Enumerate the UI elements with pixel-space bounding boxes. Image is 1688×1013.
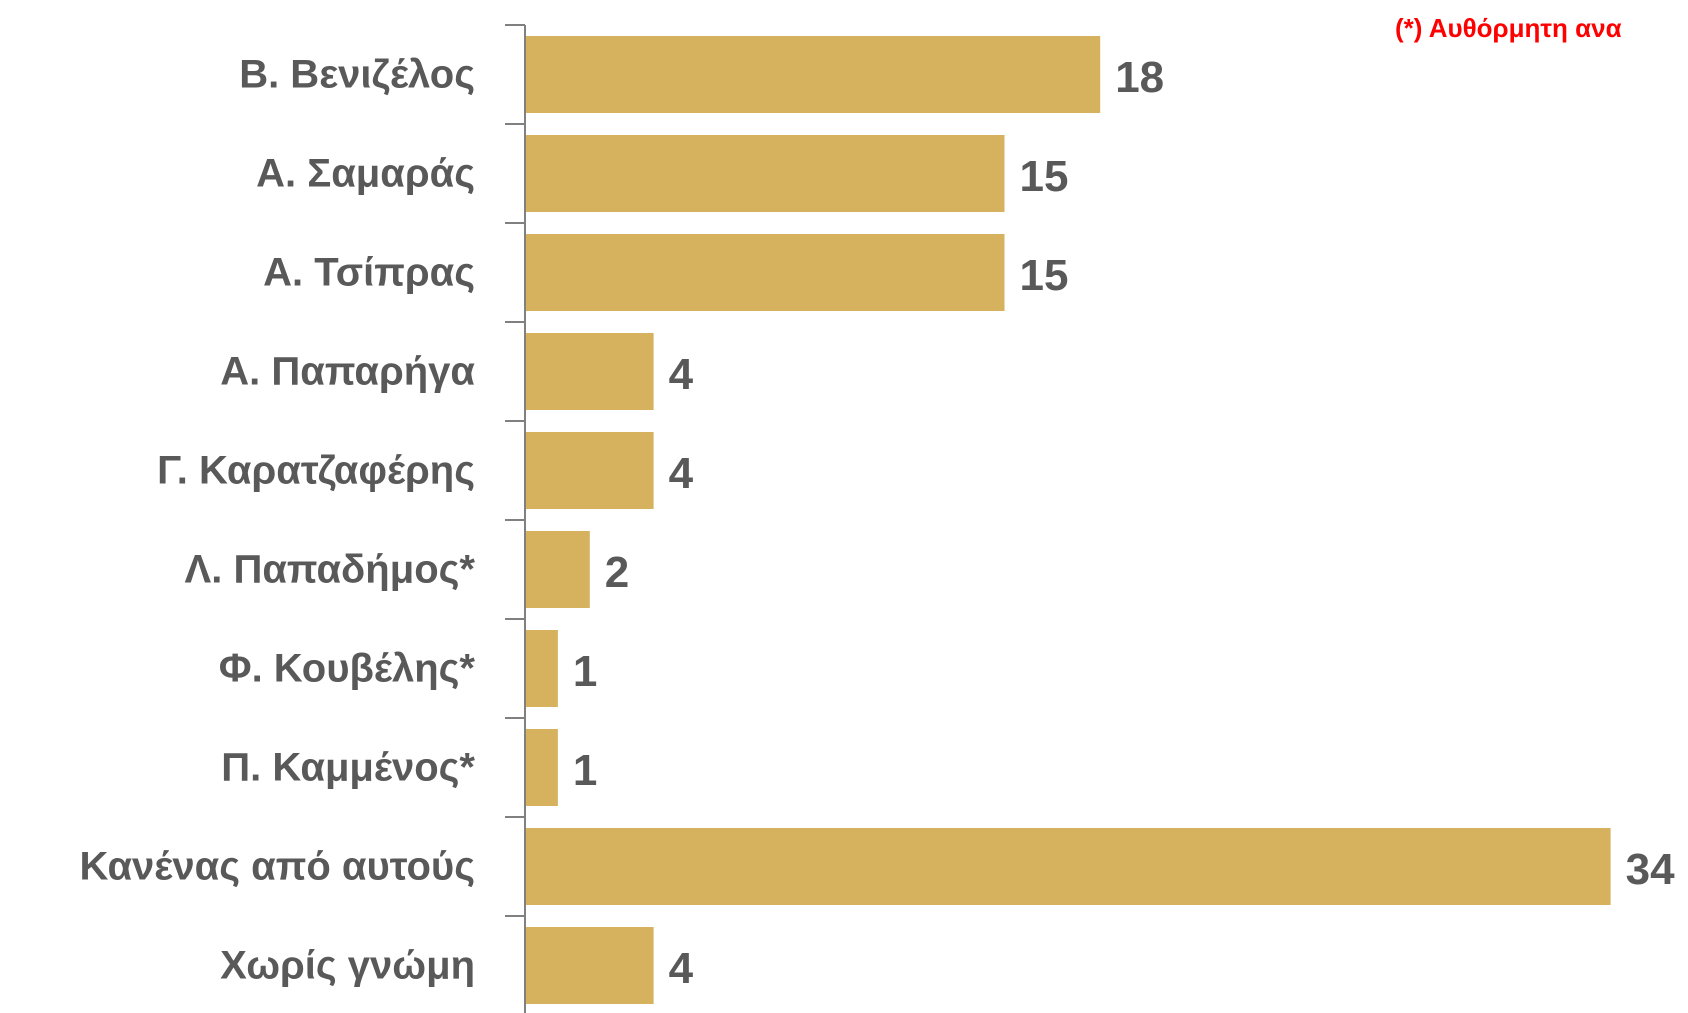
category-label: Α. Τσίπρας <box>263 251 475 295</box>
bars-layer <box>526 36 1611 1004</box>
category-label: Γ. Καρατζαφέρης <box>157 449 475 493</box>
value-label: 15 <box>1020 152 1069 201</box>
category-label: Χωρίς γνώμη <box>220 944 475 988</box>
category-label: Κανένας από αυτούς <box>80 845 476 889</box>
y-axis <box>505 24 526 1013</box>
value-label: 1 <box>573 746 597 795</box>
bar <box>526 432 654 509</box>
bar <box>526 630 558 707</box>
bar <box>526 234 1005 311</box>
bar <box>526 135 1005 212</box>
category-label: Λ. Παπαδήμος* <box>185 548 476 592</box>
bar <box>526 729 558 806</box>
value-labels: 18 15 15 4 4 2 1 1 34 4 <box>573 53 1675 993</box>
value-label: 1 <box>573 647 597 696</box>
value-label: 4 <box>669 944 694 993</box>
category-label: Π. Καμμένος* <box>221 746 475 790</box>
asterisk-footnote: (*) Αυθόρμητη ανα <box>1395 13 1622 43</box>
value-label: 15 <box>1020 251 1069 300</box>
category-label: Φ. Κουβέλης* <box>219 647 476 691</box>
category-labels: Β. Βενιζέλος Α. Σαμαράς Α. Τσίπρας Α. Παπαρ… <box>80 53 476 988</box>
bar <box>526 828 1611 905</box>
bar <box>526 531 590 608</box>
category-label: Β. Βενιζέλος <box>239 53 475 97</box>
category-label: Α. Παπαρήγα <box>220 350 475 394</box>
value-label: 2 <box>605 548 629 597</box>
bar <box>526 927 654 1004</box>
value-label: 4 <box>669 449 694 498</box>
category-label: Α. Σαμαράς <box>256 152 475 196</box>
value-label: 4 <box>669 350 694 399</box>
bar <box>526 36 1101 113</box>
value-label: 18 <box>1115 53 1164 102</box>
value-label: 34 <box>1626 845 1675 894</box>
bar <box>526 333 654 410</box>
